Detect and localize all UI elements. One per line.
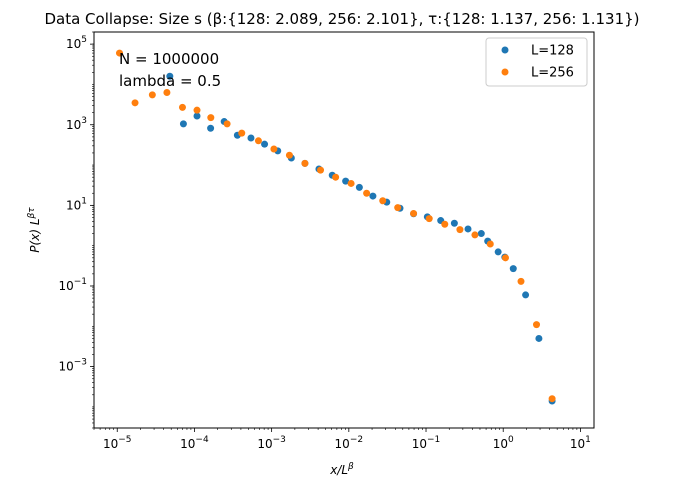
data-point <box>131 99 139 107</box>
series-l-256 <box>116 49 556 403</box>
data-point <box>441 220 449 228</box>
data-point <box>148 91 156 99</box>
x-axis-ticks: 10−5 10−4 10−3 10−2 10−1 100 101 <box>93 428 591 451</box>
data-point <box>456 226 464 234</box>
data-point <box>410 209 418 217</box>
data-point <box>394 204 402 212</box>
data-point <box>285 151 293 159</box>
y-tick-label: 10−3 <box>58 358 87 374</box>
x-tick-label: 10−2 <box>335 435 364 451</box>
x-tick-label: 10−1 <box>412 435 441 451</box>
x-tick-label: 10−4 <box>180 435 209 451</box>
annotation-n: N = 1000000 <box>119 50 219 68</box>
data-point <box>166 72 174 80</box>
data-point <box>379 197 387 205</box>
data-point <box>116 49 124 57</box>
data-point <box>247 134 255 142</box>
data-point <box>301 159 309 167</box>
y-axis-label: P(x) Lβτ <box>27 207 42 253</box>
data-point <box>193 112 201 120</box>
data-point <box>425 215 433 223</box>
data-point <box>522 291 530 299</box>
data-point <box>178 103 186 111</box>
y-tick-label: 105 <box>66 35 87 51</box>
y-tick-label: 10−1 <box>58 277 87 293</box>
data-point <box>193 106 201 114</box>
data-point <box>548 395 556 403</box>
data-point <box>464 225 472 233</box>
data-point <box>317 166 325 174</box>
data-point <box>501 254 509 262</box>
plot-area <box>93 31 595 429</box>
data-point <box>509 265 517 273</box>
data-point <box>261 140 269 148</box>
data-point <box>163 89 171 97</box>
data-point <box>494 248 502 256</box>
data-point <box>450 219 458 227</box>
data-point <box>238 129 246 137</box>
data-point <box>355 183 363 191</box>
x-tick-label: 10−3 <box>257 435 286 451</box>
legend: L=128 L=256 <box>485 37 588 87</box>
chart-title: Data Collapse: Size s (β:{128: 2.089, 25… <box>44 10 639 28</box>
data-point <box>179 120 187 128</box>
x-axis-label: x/Lβ <box>329 462 354 477</box>
legend-box <box>485 37 588 87</box>
legend-label-l256: L=256 <box>531 66 574 81</box>
data-point <box>270 145 278 153</box>
x-tick-label: 101 <box>570 435 591 451</box>
x-tick-label: 10−5 <box>103 435 132 451</box>
data-point <box>477 230 485 238</box>
legend-marker-l256 <box>501 68 509 76</box>
data-point <box>347 179 355 187</box>
x-tick-label: 100 <box>493 435 514 451</box>
y-tick-label: 103 <box>66 116 87 132</box>
data-point <box>363 189 371 197</box>
data-points <box>116 49 556 405</box>
data-point <box>486 240 494 248</box>
data-point <box>332 173 340 181</box>
data-point <box>342 177 350 185</box>
data-point <box>223 120 231 128</box>
data-point <box>207 114 215 122</box>
data-point <box>533 321 541 329</box>
data-point <box>471 231 479 239</box>
data-point <box>369 192 377 200</box>
legend-marker-l128 <box>501 46 509 54</box>
y-axis-ticks: 10−3 10−1 101 103 105 <box>58 31 94 429</box>
data-point <box>254 137 262 145</box>
data-point <box>535 334 543 342</box>
annotation-lambda: lambda = 0.5 <box>119 72 221 90</box>
data-point <box>207 124 215 132</box>
y-tick-label: 101 <box>66 196 87 212</box>
data-point <box>517 277 525 285</box>
legend-label-l128: L=128 <box>531 44 574 59</box>
